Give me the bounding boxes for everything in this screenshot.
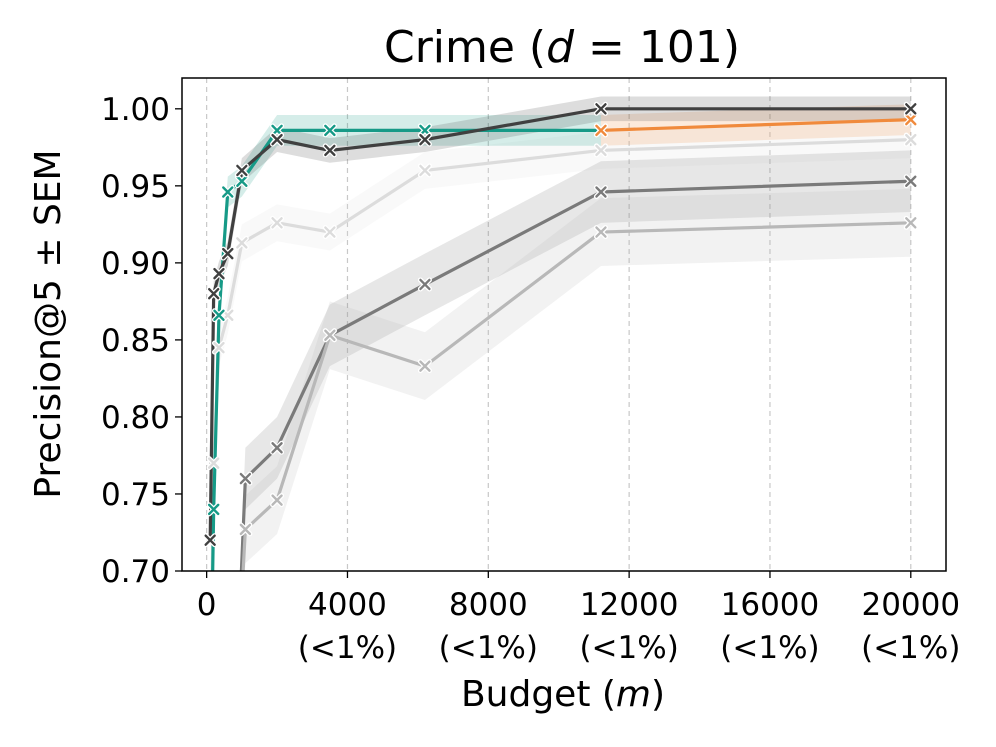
y-tick-label: 0.75 [101,477,170,513]
x-tick-sublabel: (<1%) [579,630,678,666]
series-1-point [593,185,608,200]
series-1-point [270,440,285,455]
series-3-point [206,502,221,517]
series-5-point [322,143,337,158]
series-2-point [417,359,432,374]
series-2-point [230,721,239,730]
series-markers [203,101,918,730]
x-tick-sublabel: (<1%) [861,630,960,666]
series-2-point [593,225,608,240]
series-5-point [206,286,221,301]
y-tick-label: 0.95 [101,169,170,205]
series-0-point [270,215,285,230]
y-tick-label: 0.80 [101,400,170,436]
series-2-error-band [241,188,911,571]
x-tick-label: 8000 [449,587,528,623]
x-tick-sublabel: (<1%) [439,630,538,666]
series-1-point [238,471,253,486]
series-4-line [600,117,911,132]
series-0-point [211,340,226,355]
series-1-point [903,174,918,189]
x-tick-sublabel: (<1%) [298,630,397,666]
series-2-point [238,522,253,537]
y-tick-label: 0.85 [101,323,170,359]
y-axis-label: Precision@5 ± SEM [28,149,69,498]
series-2-point [322,328,337,343]
y-tick-label: 0.70 [101,554,170,590]
x-tick-sublabel: (<1%) [720,630,819,666]
x-tick-label: 12000 [580,587,679,623]
series-3-point [322,123,337,138]
series-5-point [203,533,218,548]
chart-title: Crime (d = 101) [384,22,740,73]
series-0-point [322,225,337,240]
series-5-point [903,101,918,116]
series-5-point [593,101,608,116]
series-2-point [903,215,918,230]
series-0-point [593,143,608,158]
series-0-point [206,456,221,471]
y-tick-label: 0.90 [101,246,170,282]
series-5-point [211,266,226,281]
series-0-point [903,132,918,147]
series-2-point [270,493,285,508]
series-0-point [206,721,215,730]
series-3-point [220,185,235,200]
plot-frame [181,77,947,572]
series-3-point [206,721,215,730]
series-0-point [417,163,432,178]
y-tick-label: 1.00 [101,92,170,128]
x-axis-label: Budget (m) [461,674,665,715]
x-axis-ticks: 0 4000 (<1%) 8000 (<1%) 12000 (<1%) 16000 (<1%) 2… [197,571,960,666]
series-4-point [593,123,608,138]
series-5-point [417,132,432,147]
series-3-point [211,308,226,323]
series-5-point [270,132,285,147]
series-0-point [234,235,249,250]
x-tick-label: 0 [197,587,217,623]
series-1-error-band [240,150,911,571]
series-4-point [903,112,918,127]
x-tick-label: 4000 [308,587,387,623]
series-1-point [230,721,239,730]
series-5-point [220,246,235,261]
series-5-line [208,107,911,541]
x-tick-label: 16000 [721,587,820,623]
series-3-point [234,174,249,189]
x-tick-label: 20000 [861,587,960,623]
series-5-point [234,163,249,178]
series-1-point [417,277,432,292]
y-axis-ticks: 0.70 0.75 0.80 0.85 0.90 0.95 1.00 [101,92,182,590]
